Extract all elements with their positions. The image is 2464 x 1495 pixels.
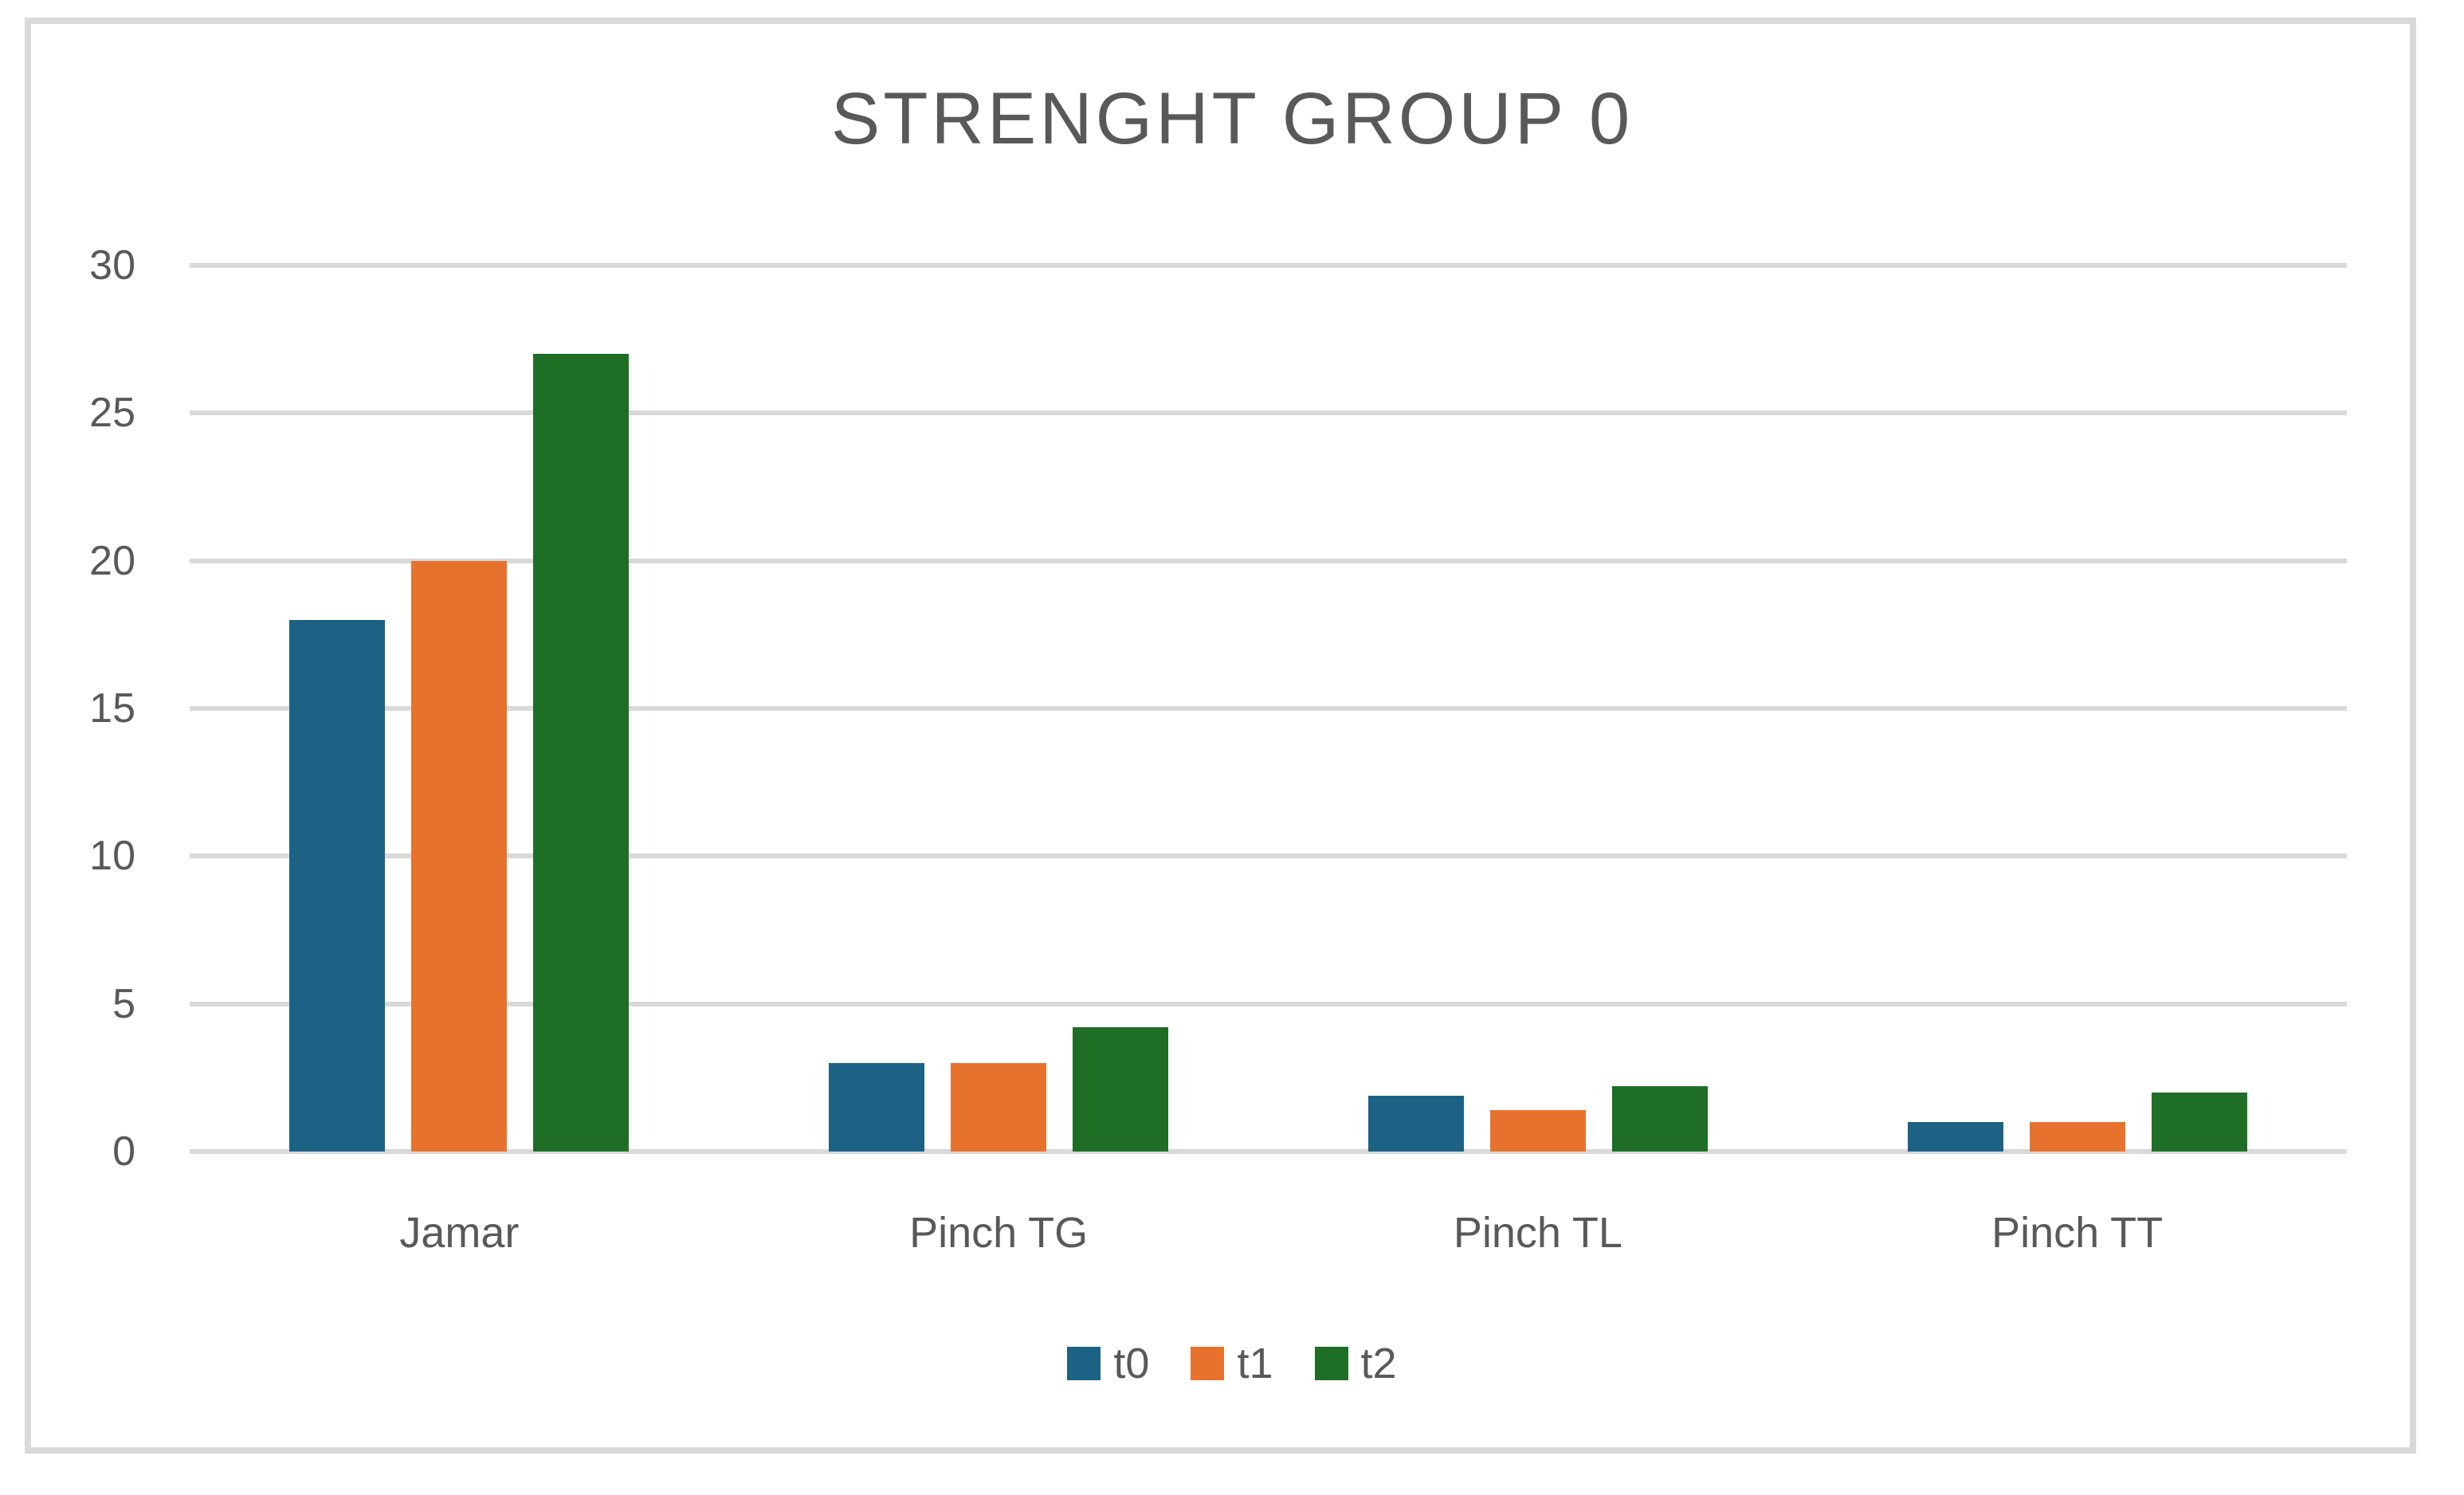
y-axis-tick-label-25: 25 [89, 390, 135, 437]
bar-t2-pinch-tl[interactable] [1611, 1086, 1708, 1152]
gridline-25 [190, 410, 2347, 416]
bar-t2-pinch-tg[interactable] [1073, 1027, 1169, 1152]
bars-layer [289, 354, 2247, 1152]
y-axis-tick-label-15: 15 [89, 685, 135, 732]
bar-t2-pinch-tt[interactable] [2151, 1092, 2247, 1152]
chart-title[interactable]: STRENGHT GROUP 0 [830, 78, 1634, 159]
y-axis-tick-label-30: 30 [89, 242, 135, 288]
x-axis-category-label-pinch-tt: Pinch TT [1991, 1209, 2164, 1257]
legend-swatch-t1 [1191, 1347, 1225, 1380]
y-axis-tick-label-5: 5 [112, 980, 135, 1027]
gridline-15 [190, 706, 2347, 711]
legend-label-t0: t0 [1113, 1340, 1150, 1387]
legend-item-t1[interactable]: t1 [1191, 1342, 1273, 1385]
bar-t1-pinch-tg[interactable] [951, 1062, 1047, 1152]
x-axis-category-label-pinch-tl: Pinch TL [1453, 1209, 1622, 1257]
gridline-10 [190, 853, 2347, 859]
y-axis-tick-label-10: 10 [89, 833, 135, 880]
bar-t0-jamar[interactable] [289, 619, 386, 1152]
x-axis-category-label-pinch-tg: Pinch TG [909, 1209, 1089, 1257]
bar-t0-pinch-tl[interactable] [1367, 1095, 1464, 1152]
bar-t1-pinch-tl[interactable] [1489, 1110, 1586, 1152]
gridline-20 [190, 558, 2347, 563]
gridline-5 [190, 1001, 2347, 1006]
legend-label-t1: t1 [1237, 1340, 1273, 1387]
bar-t1-jamar[interactable] [411, 560, 508, 1152]
legend-swatch-t0 [1067, 1347, 1101, 1380]
legend-item-t0[interactable]: t0 [1067, 1342, 1149, 1385]
legend-swatch-t2 [1314, 1347, 1348, 1380]
bar-t2-jamar[interactable] [533, 354, 630, 1152]
y-axis-tick-label-20: 20 [89, 537, 135, 584]
gridline-30 [190, 263, 2347, 268]
legend: t0 t1 t2 [0, 1342, 2464, 1385]
bar-t0-pinch-tg[interactable] [829, 1062, 925, 1152]
y-axis-tick-label-0: 0 [112, 1128, 135, 1175]
x-axis-category-label-jamar: Jamar [399, 1209, 520, 1257]
bar-t1-pinch-tt[interactable] [2029, 1121, 2125, 1152]
legend-item-t2[interactable]: t2 [1314, 1340, 1397, 1387]
bar-t0-pinch-tt[interactable] [1907, 1121, 2003, 1152]
gridline-0 [190, 1149, 2347, 1154]
legend-label-t2: t2 [1360, 1340, 1397, 1387]
